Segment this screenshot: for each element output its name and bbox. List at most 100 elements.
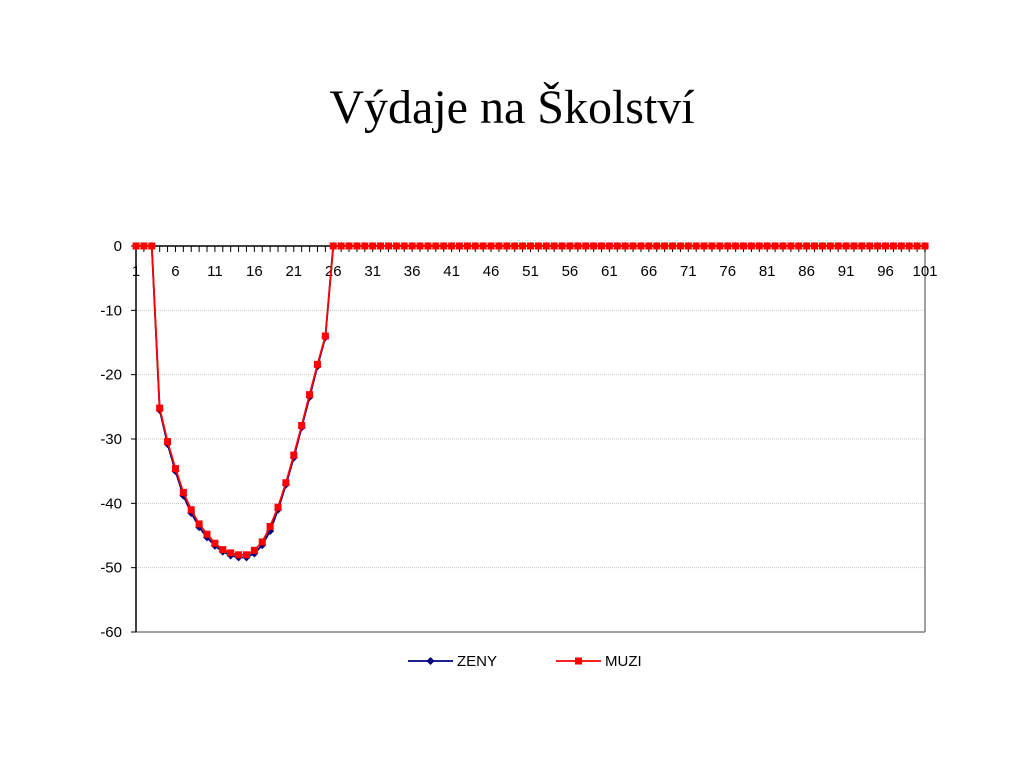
data-point-muzi [550,242,558,250]
data-point-muzi [440,242,448,250]
data-point-muzi [897,242,905,250]
data-point-muzi [203,530,211,538]
data-point-muzi [132,242,140,250]
legend-label-muzi: MUZI [605,653,642,670]
data-point-muzi [700,242,708,250]
data-point-muzi [471,242,479,250]
data-point-muzi [779,242,787,250]
data-point-muzi [905,242,913,250]
data-point-muzi [755,242,763,250]
data-point-muzi [242,551,250,559]
x-tick-label: 71 [680,263,697,280]
data-point-muzi [479,242,487,250]
data-point-muzi [858,242,866,250]
y-axis: 0 -10 -20 -30 -40 -50 -60 [100,238,137,641]
data-point-muzi [574,242,582,250]
data-point-muzi [416,242,424,250]
data-point-muzi [613,242,621,250]
data-point-muzi [921,242,929,250]
data-point-muzi [329,242,337,250]
data-point-muzi [187,506,195,514]
data-point-muzi [266,522,274,530]
legend-label-zeny: ZENY [457,653,497,670]
data-point-muzi [211,539,219,547]
data-point-muzi [669,242,677,250]
x-tick-label: 6 [171,263,179,280]
data-point-muzi [913,242,921,250]
y-tick-label: -50 [100,560,122,577]
data-point-muzi [321,332,329,340]
data-point-muzi [408,242,416,250]
data-point-muzi [676,242,684,250]
data-point-muzi [313,360,321,368]
x-tick-label: 86 [798,263,815,280]
data-point-muzi [716,242,724,250]
data-point-muzi [795,242,803,250]
x-tick-label: 21 [285,263,302,280]
x-axis: 1 6 11 16 21 26 31 36 41 46 51 56 61 66 71 76 81 86 91 96 10… [132,245,938,280]
legend-marker-muzi [575,657,582,665]
data-point-muzi [747,242,755,250]
data-point-muzi [164,438,172,446]
data-point-muzi [582,242,590,250]
x-tick-label: 51 [522,263,539,280]
data-point-muzi [448,242,456,250]
data-point-muzi [519,242,527,250]
data-point-muzi [566,242,574,250]
data-point-muzi [369,242,377,250]
data-point-muzi [235,551,243,559]
data-point-muzi [534,242,542,250]
legend: ZENY MUZI [408,653,642,670]
data-point-muzi [763,242,771,250]
x-tick-label: 81 [759,263,776,280]
y-tick-label: -10 [100,302,122,319]
data-point-muzi [219,546,227,554]
data-point-muzi [377,242,385,250]
x-tick-label: 26 [325,263,342,280]
data-point-muzi [195,520,203,528]
data-point-muzi [455,242,463,250]
data-point-muzi [637,242,645,250]
series-line-zeny [136,245,925,559]
data-point-muzi [542,242,550,250]
x-tick-label: 91 [838,263,855,280]
data-point-muzi [282,479,290,487]
data-point-muzi [424,242,432,250]
data-point-muzi [692,242,700,250]
data-point-muzi [684,242,692,250]
data-point-muzi [740,242,748,250]
data-point-muzi [290,451,298,459]
data-point-muzi [661,242,669,250]
x-tick-label: 36 [404,263,421,280]
data-point-muzi [463,242,471,250]
data-point-muzi [645,242,653,250]
data-point-muzi [361,242,369,250]
data-point-muzi [708,242,716,250]
x-tick-label: 56 [562,263,579,280]
data-point-muzi [156,404,164,412]
data-point-muzi [527,242,534,250]
data-point-muzi [306,391,314,399]
gridlines [136,246,926,633]
slide-title: Výdaje na Školství [329,81,695,134]
data-point-muzi [889,242,897,250]
data-point-muzi [850,242,858,250]
data-point-muzi [653,242,661,250]
data-point-muzi [345,242,353,250]
data-point-muzi [140,242,148,250]
data-point-muzi [724,242,732,250]
data-point-muzi [432,242,440,250]
data-point-muzi [787,242,795,250]
series-group [132,242,929,562]
data-point-muzi [874,242,882,250]
data-point-muzi [179,488,187,496]
x-tick-label: 66 [641,263,658,280]
y-tick-label: -40 [100,495,122,512]
data-point-muzi [826,242,834,250]
data-point-muzi [818,242,826,250]
data-point-muzi [605,242,613,250]
data-point-muzi [250,546,258,554]
x-tick-label: 31 [364,263,381,280]
y-tick-label: -30 [100,431,122,448]
